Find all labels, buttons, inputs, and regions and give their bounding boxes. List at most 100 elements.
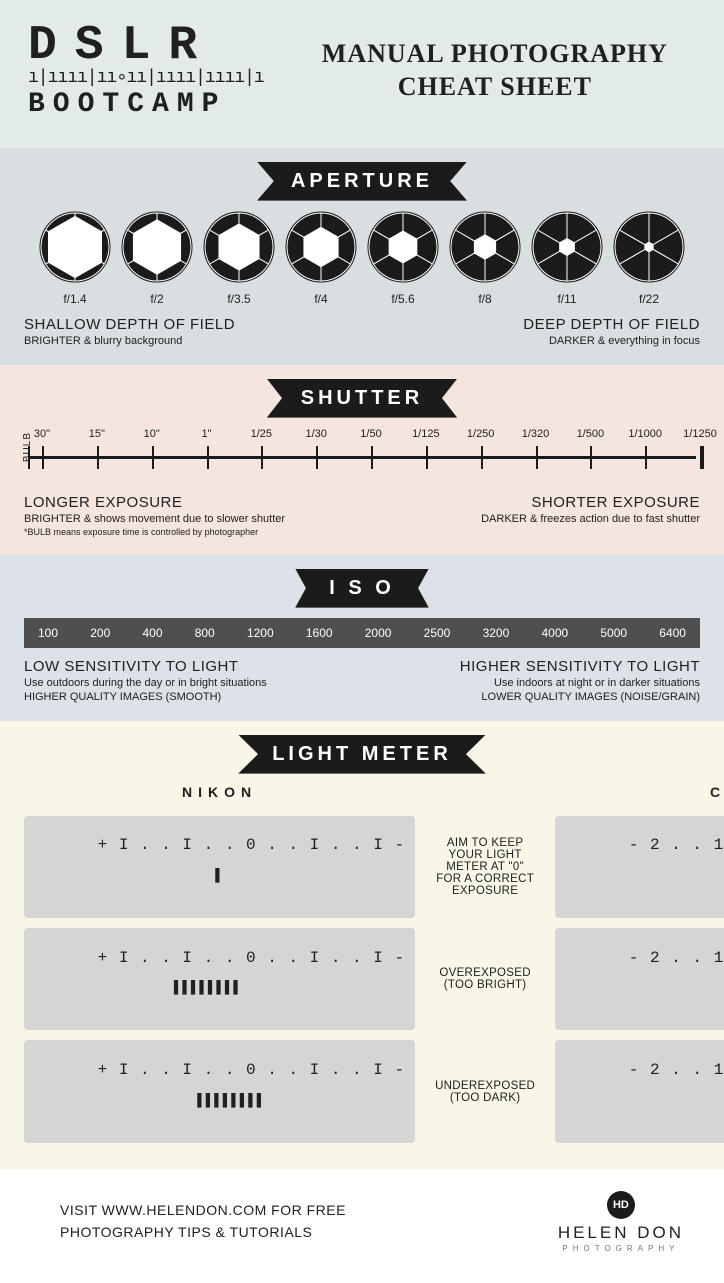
iso-value: 400 (142, 626, 162, 640)
shutter-tick (481, 446, 483, 469)
iso-ribbon: I S O (295, 569, 429, 608)
aperture-icon: f/22 (610, 211, 688, 306)
lightmeter-ribbon: LIGHT METER (238, 735, 486, 774)
info-sub: HIGHER QUALITY IMAGES (SMOOTH) (24, 691, 267, 703)
logo: DSLR ı|ıııı|ıı∘ıı|ıııı|ıııı|ı BOOTCAMP (28, 22, 264, 120)
iso-value: 2500 (424, 626, 451, 640)
iso-left-info: LOW SENSITIVITY TO LIGHT Use outdoors du… (24, 658, 267, 703)
nikon-meter-correct: + I . . I . . 0 . . I . . I - ▌ (24, 816, 415, 918)
hd-mark-icon: HD (607, 1191, 635, 1219)
iso-right-info: HIGHER SENSITIVITY TO LIGHT Use indoors … (460, 658, 700, 703)
info-head: LONGER EXPOSURE (24, 494, 285, 511)
shutter-section: SHUTTER BULB 30"15"10"1"1/251/301/501/12… (0, 365, 724, 555)
aperture-label: f/2 (118, 292, 196, 306)
aperture-label: f/22 (610, 292, 688, 306)
aperture-icon: f/3.5 (200, 211, 278, 306)
shutter-left-info: LONGER EXPOSURE BRIGHTER & shows movemen… (24, 494, 285, 537)
shutter-value: 1/125 (412, 428, 440, 440)
footer: VISIT WWW.HELENDON.COM FOR FREE PHOTOGRA… (0, 1169, 724, 1283)
shutter-value: 1/500 (577, 428, 605, 440)
meter-scale: + I . . I . . 0 . . I . . I - (98, 1061, 405, 1079)
aperture-label: f/1.4 (36, 292, 114, 306)
header: DSLR ı|ıııı|ıı∘ıı|ıııı|ıııı|ı BOOTCAMP M… (0, 0, 724, 148)
meter-scale: + I . . I . . 0 . . I . . I - (98, 836, 405, 854)
meter-scale: - 2 . . 1 . . 0 . . 1 . . 2 + (629, 1061, 724, 1079)
shutter-tick (42, 446, 44, 469)
meter-indicator: ▌▌▌▌▌▌▌▌ (34, 1096, 405, 1104)
aperture-label: f/3.5 (200, 292, 278, 306)
info-note: *BULB means exposure time is controlled … (24, 527, 285, 537)
title-line: CHEAT SHEET (294, 71, 696, 104)
info-sub: DARKER & everything in focus (523, 335, 700, 347)
meter-indicator: ▌▌▌▌▌▌▌▌ (34, 983, 405, 991)
info-sub: Use outdoors during the day or in bright… (24, 677, 267, 689)
shutter-ribbon: SHUTTER (267, 379, 457, 418)
iso-section: I S O 1002004008001200160020002500320040… (0, 555, 724, 721)
info-sub: BRIGHTER & shows movement due to slower … (24, 513, 285, 525)
shutter-tick (371, 446, 373, 469)
brand-canon: CANON (555, 784, 724, 800)
footer-line: VISIT WWW.HELENDON.COM FOR FREE (60, 1200, 346, 1222)
shutter-tick (207, 446, 209, 469)
shutter-tick (426, 446, 428, 469)
aperture-icons-row: f/1.4 f/2 f/3.5 f/4 f/5.6 f/8 f/11 f/22 (24, 211, 700, 306)
canon-meter-under: - 2 . . 1 . . 0 . . 1 . . 2 + ▌ (555, 1040, 724, 1142)
lm-desc-under: UNDEREXPOSED (TOO DARK) (431, 1080, 539, 1104)
info-sub: Use indoors at night or in darker situat… (460, 677, 700, 689)
aperture-icon: f/5.6 (364, 211, 442, 306)
iso-value: 1600 (306, 626, 333, 640)
shutter-value: 1/25 (251, 428, 272, 440)
aperture-label: f/5.6 (364, 292, 442, 306)
shutter-line (28, 456, 696, 459)
shutter-tick (152, 446, 154, 469)
aperture-icon: f/4 (282, 211, 360, 306)
iso-value: 5000 (600, 626, 627, 640)
shutter-tick (645, 446, 647, 469)
aperture-icon: f/2 (118, 211, 196, 306)
shutter-tick (590, 446, 592, 469)
page-title: MANUAL PHOTOGRAPHY CHEAT SHEET (294, 38, 696, 103)
aperture-left-info: SHALLOW DEPTH OF FIELD BRIGHTER & blurry… (24, 316, 235, 347)
shutter-value: 15" (89, 428, 105, 440)
info-head: SHORTER EXPOSURE (481, 494, 700, 511)
footer-text: VISIT WWW.HELENDON.COM FOR FREE PHOTOGRA… (60, 1200, 346, 1243)
aperture-label: f/4 (282, 292, 360, 306)
aperture-icon: f/11 (528, 211, 606, 306)
lm-desc-over: OVEREXPOSED (TOO BRIGHT) (431, 967, 539, 991)
iso-value: 4000 (541, 626, 568, 640)
nikon-meter-under: + I . . I . . 0 . . I . . I - ▌▌▌▌▌▌▌▌ (24, 1040, 415, 1142)
canon-meter-over: - 2 . . 1 . . 0 . . 1 . . 2 + ▌ (555, 928, 724, 1030)
info-sub: BRIGHTER & blurry background (24, 335, 235, 347)
shutter-scale: BULB 30"15"10"1"1/251/301/501/1251/2501/… (28, 428, 696, 484)
logo-ruler: ı|ıııı|ıı∘ıı|ıııı|ıııı|ı (28, 72, 264, 85)
aperture-section: APERTURE f/1.4 f/2 f/3.5 f/4 f/5.6 f/8 f… (0, 148, 724, 365)
meter-scale: - 2 . . 1 . . 0 . . 1 . . 2 + (629, 836, 724, 854)
iso-value: 1200 (247, 626, 274, 640)
shutter-value: 1/250 (467, 428, 495, 440)
shutter-value: 1/50 (360, 428, 381, 440)
shutter-value: 1" (201, 428, 211, 440)
canon-meter-correct: - 2 . . 1 . . 0 . . 1 . . 2 + ▌ (555, 816, 724, 918)
lm-desc-correct: AIM TO KEEP YOUR LIGHT METER AT "0" FOR … (431, 837, 539, 897)
meter-indicator: ▌ (565, 983, 724, 991)
iso-value: 100 (38, 626, 58, 640)
footer-logo: HD HELEN DON PHOTOGRAPHY (558, 1191, 684, 1253)
info-sub: DARKER & freezes action due to fast shut… (481, 513, 700, 525)
iso-bar: 1002004008001200160020002500320040005000… (24, 618, 700, 648)
logo-bottom: BOOTCAMP (28, 89, 264, 120)
shutter-tick (702, 446, 704, 469)
brand-nikon: NIKON (24, 784, 415, 800)
shutter-value: 1/30 (305, 428, 326, 440)
aperture-right-info: DEEP DEPTH OF FIELD DARKER & everything … (523, 316, 700, 347)
logo-top: DSLR (28, 22, 264, 70)
shutter-value: 1/1250 (683, 428, 717, 440)
hd-sub: PHOTOGRAPHY (558, 1244, 684, 1253)
iso-value: 3200 (483, 626, 510, 640)
shutter-value: 30" (34, 428, 50, 440)
shutter-tick (97, 446, 99, 469)
aperture-icon: f/8 (446, 211, 524, 306)
meter-indicator: ▌ (565, 1096, 724, 1104)
shutter-right-info: SHORTER EXPOSURE DARKER & freezes action… (481, 494, 700, 537)
aperture-ribbon: APERTURE (257, 162, 467, 201)
shutter-tick (316, 446, 318, 469)
